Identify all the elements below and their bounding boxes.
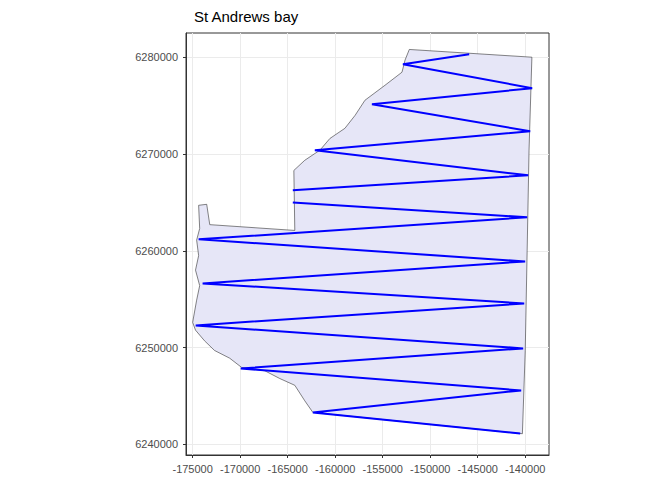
svg-text:St Andrews bay: St Andrews bay xyxy=(194,8,299,25)
svg-text:-150000: -150000 xyxy=(410,463,450,475)
svg-text:-145000: -145000 xyxy=(458,463,498,475)
svg-text:-170000: -170000 xyxy=(220,463,260,475)
svg-text:6270000: 6270000 xyxy=(135,148,178,160)
svg-text:-140000: -140000 xyxy=(505,463,545,475)
svg-text:6280000: 6280000 xyxy=(135,51,178,63)
svg-text:-165000: -165000 xyxy=(267,463,307,475)
svg-text:-175000: -175000 xyxy=(172,463,212,475)
svg-text:-155000: -155000 xyxy=(363,463,403,475)
svg-text:6250000: 6250000 xyxy=(135,342,178,354)
svg-text:6240000: 6240000 xyxy=(135,438,178,450)
svg-text:6260000: 6260000 xyxy=(135,245,178,257)
svg-text:-160000: -160000 xyxy=(315,463,355,475)
